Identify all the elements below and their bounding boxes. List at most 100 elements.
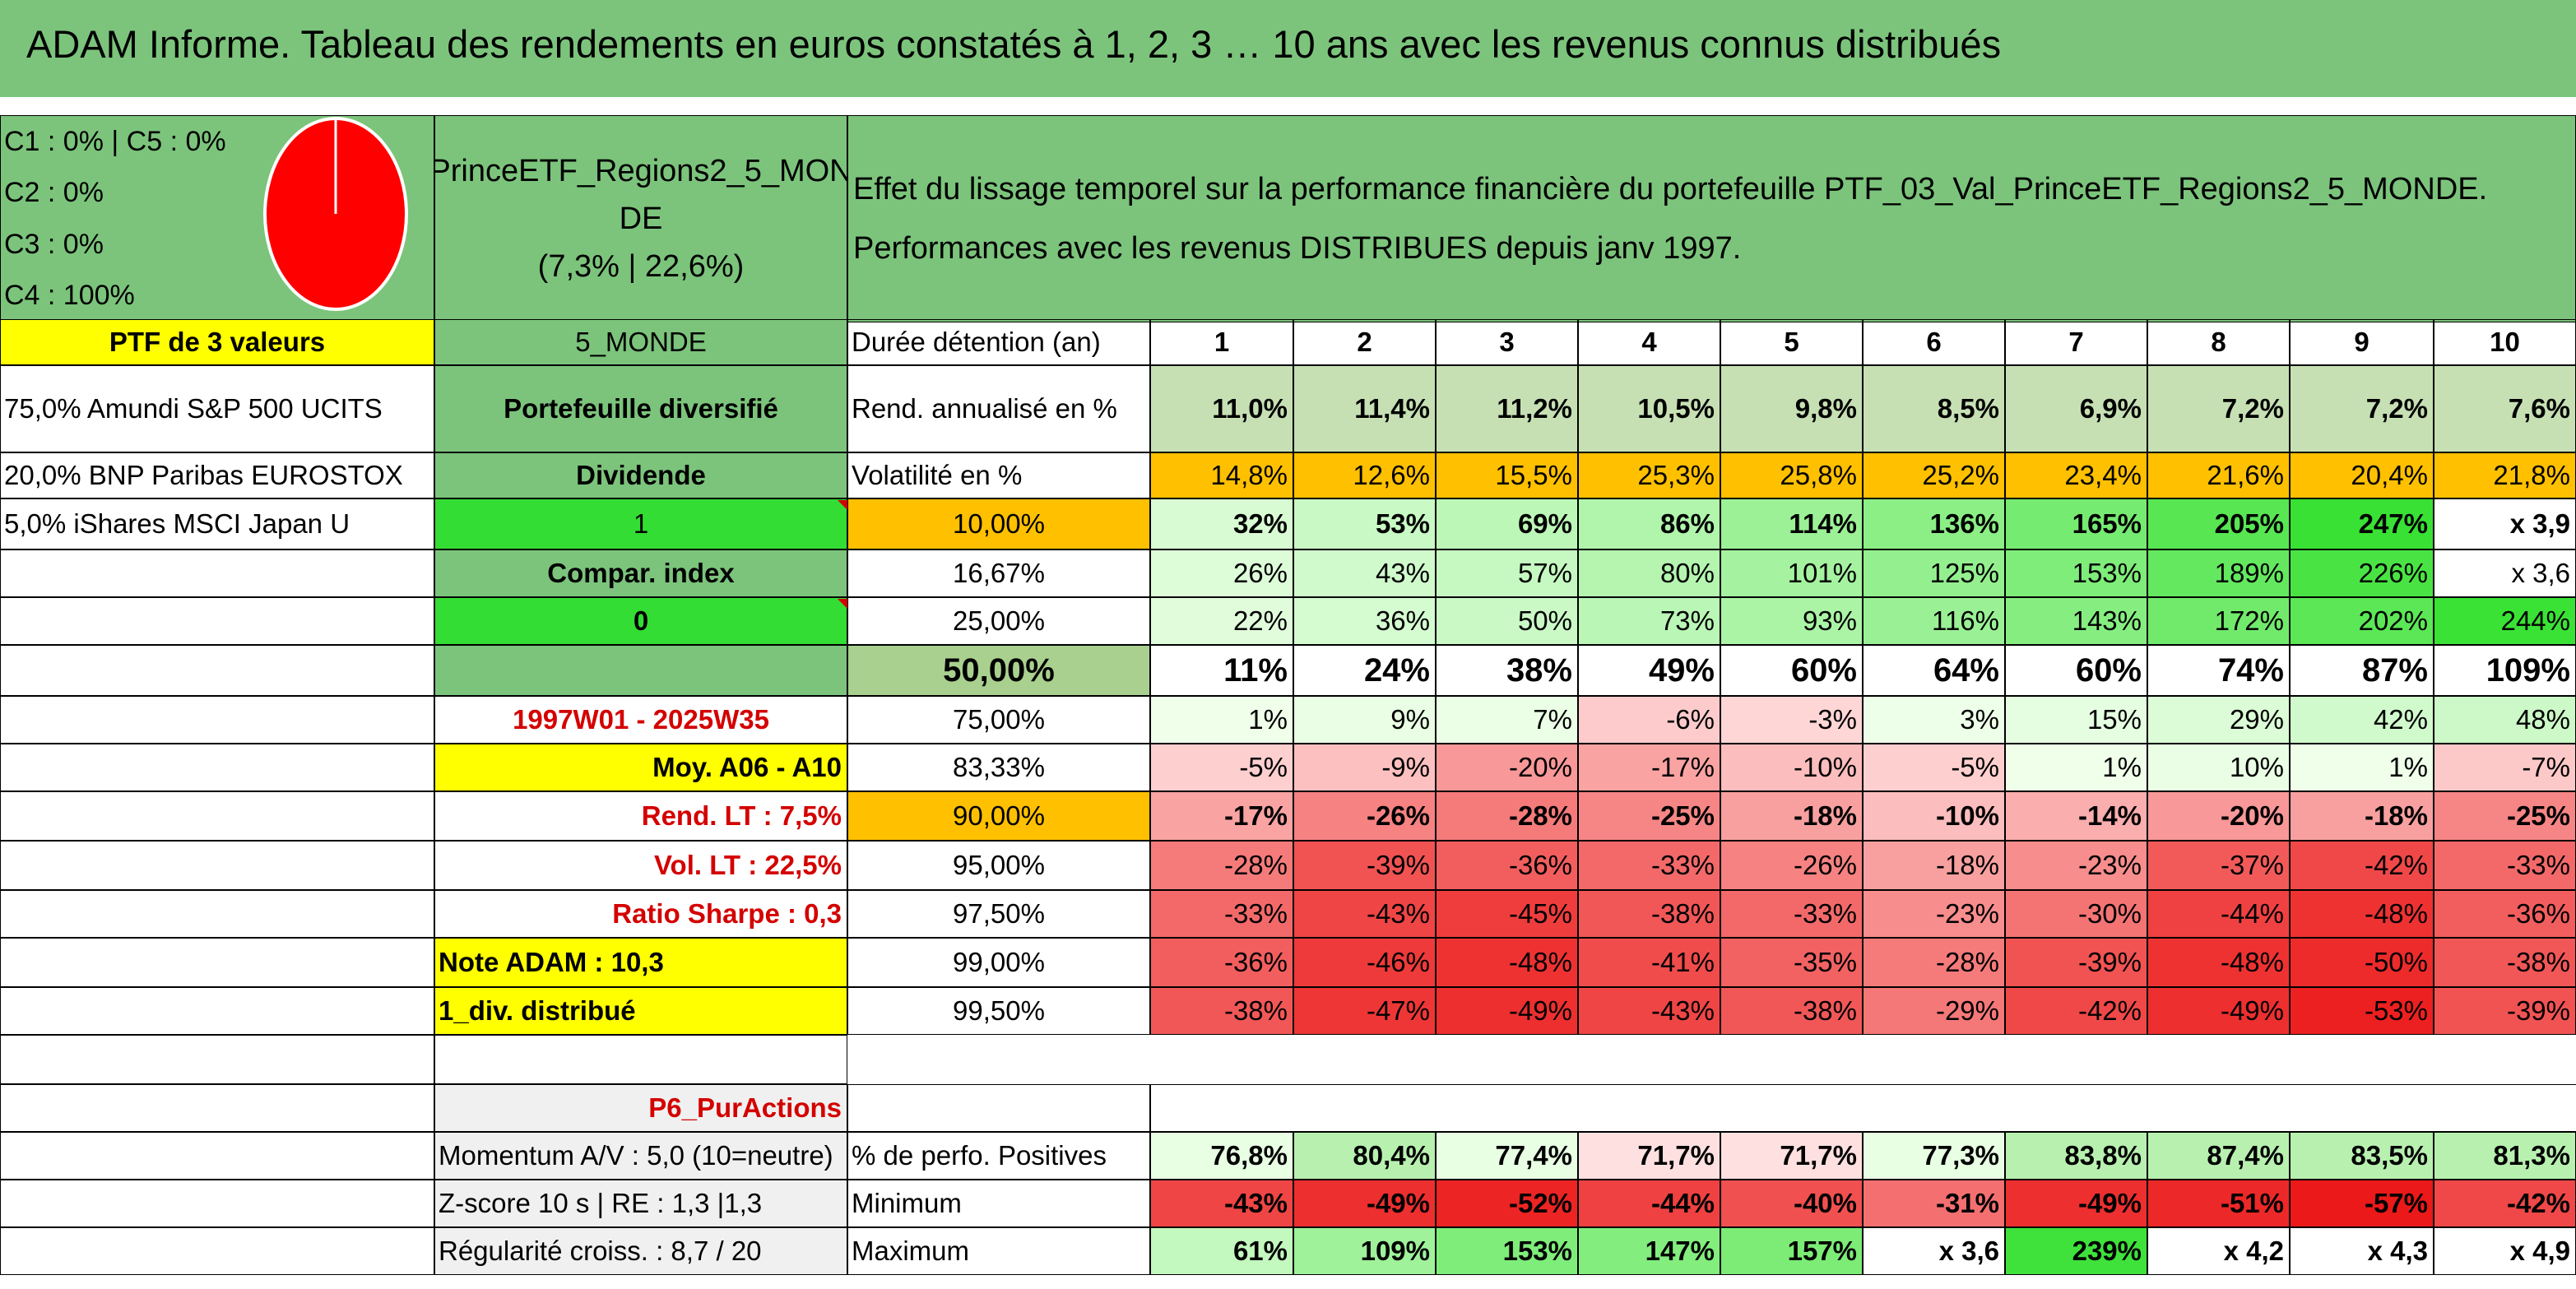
perf-value: -28%	[1863, 938, 2005, 987]
comment-marker[interactable]	[838, 500, 847, 510]
rend-value: 11,2%	[1436, 365, 1578, 452]
perf-value: 74%	[2147, 645, 2290, 696]
pos-value: 87,4%	[2147, 1132, 2290, 1180]
description-line: Effet du lissage temporel sur la perform…	[853, 172, 2488, 206]
holding-1: 75,0% Amundi S&P 500 UCITS	[0, 365, 434, 452]
perf-value: -36%	[1436, 841, 1578, 890]
perf-value: -48%	[2147, 938, 2290, 987]
perf-value: -7%	[2434, 744, 2576, 791]
perf-value: x 3,9	[2434, 498, 2576, 549]
min-value: -31%	[1863, 1180, 2005, 1227]
perf-value: 49%	[1578, 645, 1720, 696]
perf-value: -33%	[2434, 841, 2576, 890]
probability-threshold: 97,50%	[847, 890, 1150, 938]
perf-value: 1%	[2290, 744, 2434, 791]
pos-value: 71,7%	[1720, 1132, 1863, 1180]
vol-value: 25,3%	[1578, 452, 1720, 498]
vol-value: 23,4%	[2005, 452, 2147, 498]
rend-value: 11,0%	[1150, 365, 1293, 452]
min-value: -49%	[2005, 1180, 2147, 1227]
perf-value: 1%	[2005, 744, 2147, 791]
probability-threshold: 16,67%	[847, 549, 1150, 597]
perf-value: -35%	[1720, 938, 1863, 987]
min-label: Minimum	[847, 1180, 1150, 1227]
vol-value: 20,4%	[2290, 452, 2434, 498]
max-value: x 4,2	[2147, 1227, 2290, 1275]
empty-left-cell	[0, 1180, 434, 1227]
perf-value: 136%	[1863, 498, 2005, 549]
portfolio-name-line: PrinceETF_Regions2_5_MON	[434, 154, 847, 188]
perf-value: -43%	[1578, 987, 1720, 1035]
max-value: 61%	[1150, 1227, 1293, 1275]
perf-value: -33%	[1578, 841, 1720, 890]
sharpe-ratio: Ratio Sharpe : 0,3	[434, 890, 847, 938]
description-cell: Effet du lissage temporel sur la perform…	[847, 115, 2576, 322]
zscore: Z-score 10 s | RE : 1,3 |1,3	[434, 1180, 847, 1227]
perf-value: -28%	[1150, 841, 1293, 890]
perf-value: -38%	[1150, 987, 1293, 1035]
perf-value: -30%	[2005, 890, 2147, 938]
probability-threshold: 25,00%	[847, 597, 1150, 645]
perf-value: 202%	[2290, 597, 2434, 645]
perf-value: -18%	[1720, 791, 1863, 841]
empty-left-cell	[0, 1035, 434, 1084]
perf-value: -37%	[2147, 841, 2290, 890]
perf-value: 114%	[1720, 498, 1863, 549]
empty-table-cell	[847, 1084, 1150, 1132]
perf-value: -38%	[1578, 890, 1720, 938]
perf-value: 36%	[1293, 597, 1436, 645]
empty-left-cell	[0, 987, 434, 1035]
perf-value: -49%	[2147, 987, 2290, 1035]
perf-value: -43%	[1293, 890, 1436, 938]
perf-value: 189%	[2147, 549, 2290, 597]
rend-value: 6,9%	[2005, 365, 2147, 452]
perf-value: -23%	[2005, 841, 2147, 890]
max-value: 109%	[1293, 1227, 1436, 1275]
pos-value: 83,8%	[2005, 1132, 2147, 1180]
pos-value: 80,4%	[1293, 1132, 1436, 1180]
empty-left-cell	[0, 744, 434, 791]
rend-value: 9,8%	[1720, 365, 1863, 452]
perf-value: 116%	[1863, 597, 2005, 645]
max-value: x 3,6	[1863, 1227, 2005, 1275]
perf-value: -39%	[1293, 841, 1436, 890]
max-label: Maximum	[847, 1227, 1150, 1275]
perf-value: x 3,6	[2434, 549, 2576, 597]
min-value: -43%	[1150, 1180, 1293, 1227]
perf-value: 29%	[2147, 696, 2290, 744]
min-value: -42%	[2434, 1180, 2576, 1227]
perf-value: -20%	[1436, 744, 1578, 791]
perf-value: -17%	[1150, 791, 1293, 841]
pos-value: 77,4%	[1436, 1132, 1578, 1180]
comment-marker[interactable]	[838, 599, 847, 609]
perf-value: 93%	[1720, 597, 1863, 645]
min-value: -57%	[2290, 1180, 2434, 1227]
year-header: 4	[1578, 319, 1720, 365]
perf-value: -39%	[2434, 987, 2576, 1035]
dividend-label: Dividende	[434, 452, 847, 498]
perf-value: -6%	[1578, 696, 1720, 744]
perf-value: -10%	[1720, 744, 1863, 791]
class-line: C2 : 0%	[4, 177, 104, 209]
min-value: -40%	[1720, 1180, 1863, 1227]
probability-threshold: 90,00%	[847, 791, 1150, 841]
perf-value: -25%	[1578, 791, 1720, 841]
perf-value: -47%	[1293, 987, 1436, 1035]
perf-value: 87%	[2290, 645, 2434, 696]
vol-label: Volatilité en %	[847, 452, 1150, 498]
year-header: 2	[1293, 319, 1436, 365]
pos-value: 76,8%	[1150, 1132, 1293, 1180]
momentum: Momentum A/V : 5,0 (10=neutre)	[434, 1132, 847, 1180]
perf-value: 60%	[2005, 645, 2147, 696]
min-value: -44%	[1578, 1180, 1720, 1227]
portfolio-code: 5_MONDE	[434, 319, 847, 365]
perf-value: -44%	[2147, 890, 2290, 938]
probability-threshold: 99,00%	[847, 938, 1150, 987]
perf-value: -18%	[2290, 791, 2434, 841]
empty-left-cell	[0, 549, 434, 597]
perf-value: 125%	[1863, 549, 2005, 597]
perf-value: -39%	[2005, 938, 2147, 987]
perf-value: -45%	[1436, 890, 1578, 938]
rend-label: Rend. annualisé en %	[847, 365, 1150, 452]
perf-value: 247%	[2290, 498, 2434, 549]
